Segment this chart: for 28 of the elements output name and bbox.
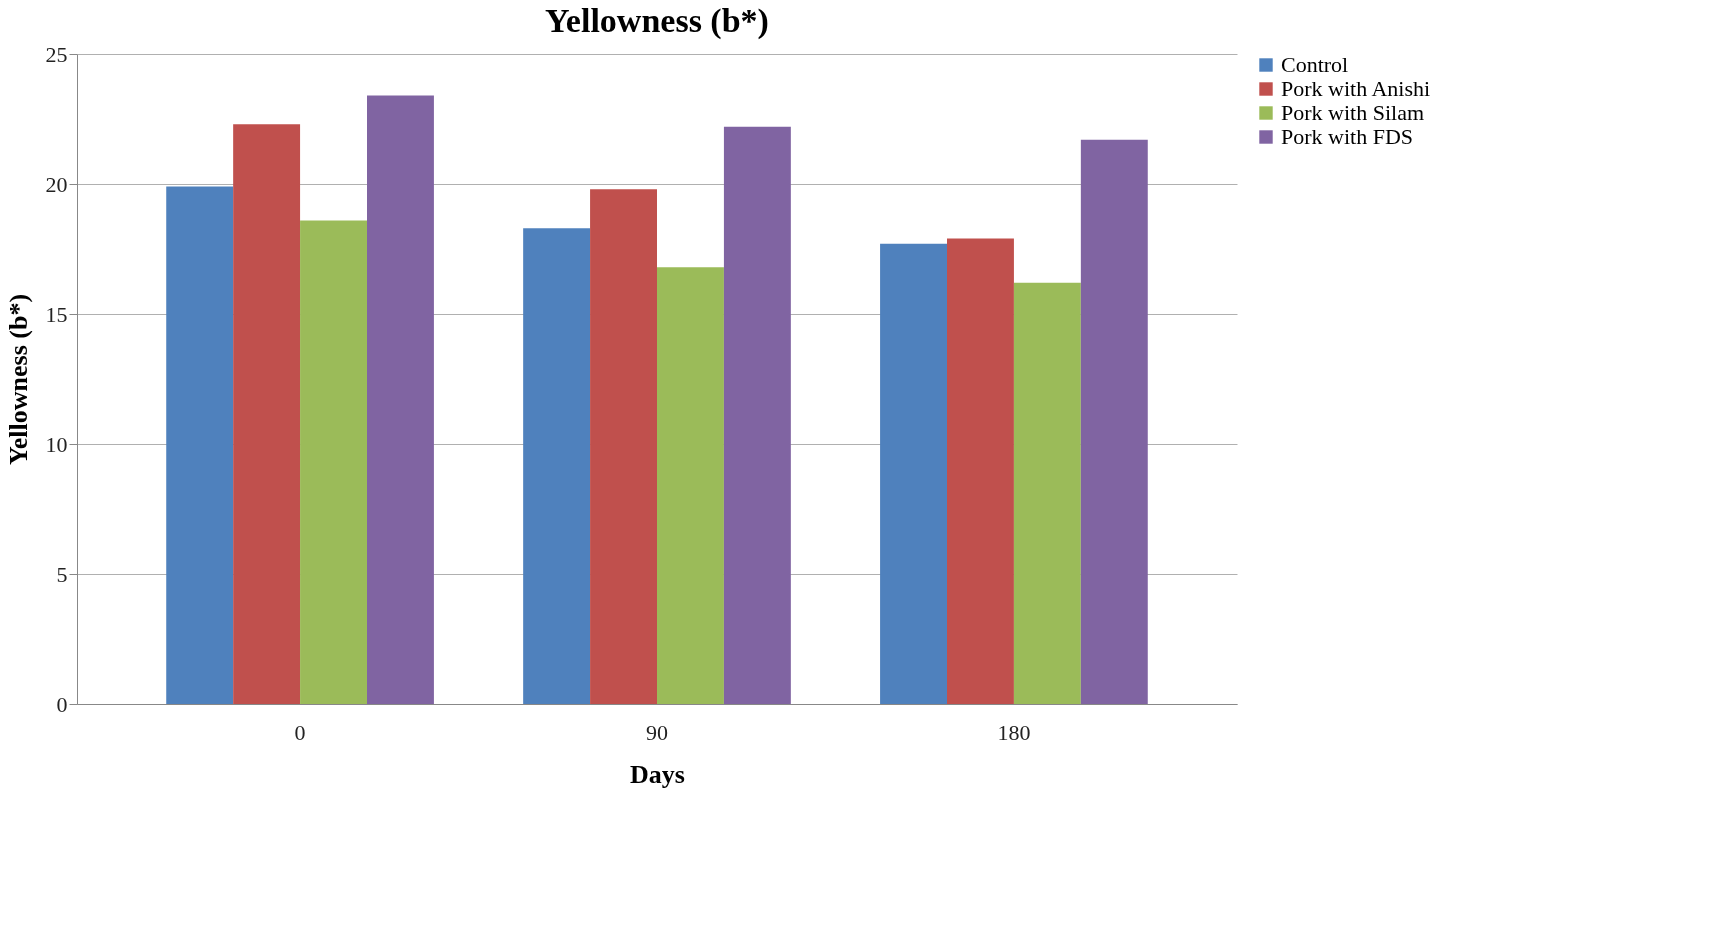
y-tick-label: 5 [56, 561, 68, 587]
y-tick-label: 10 [45, 431, 68, 457]
bar [947, 238, 1014, 704]
legend-label: Control [1281, 52, 1349, 77]
y-tick-label: 20 [45, 171, 68, 197]
bar [523, 228, 591, 704]
x-tick-label: 0 [294, 719, 306, 745]
legend-label: Pork with Anishi [1281, 76, 1431, 101]
bar [590, 189, 657, 704]
bar [1080, 139, 1148, 704]
chart-title: Yellowness (b*) [545, 2, 769, 40]
y-tick-label: 0 [56, 691, 68, 717]
x-tick-label: 180 [997, 719, 1031, 745]
bar [880, 243, 947, 704]
bar [233, 124, 301, 704]
bar [723, 126, 791, 704]
x-axis-title: Days [630, 759, 685, 789]
y-axis-title: Yellowness (b*) [3, 293, 33, 466]
bar [367, 95, 434, 704]
bar [657, 267, 724, 704]
x-tick-label: 90 [646, 719, 668, 745]
y-tick-label: 15 [45, 301, 68, 327]
legend-label: Pork with Silam [1281, 100, 1425, 125]
bar [300, 220, 367, 704]
legend-label: Pork with FDS [1281, 124, 1414, 149]
y-tick-label: 25 [45, 41, 68, 67]
bar [166, 186, 234, 704]
bar [1013, 282, 1081, 704]
